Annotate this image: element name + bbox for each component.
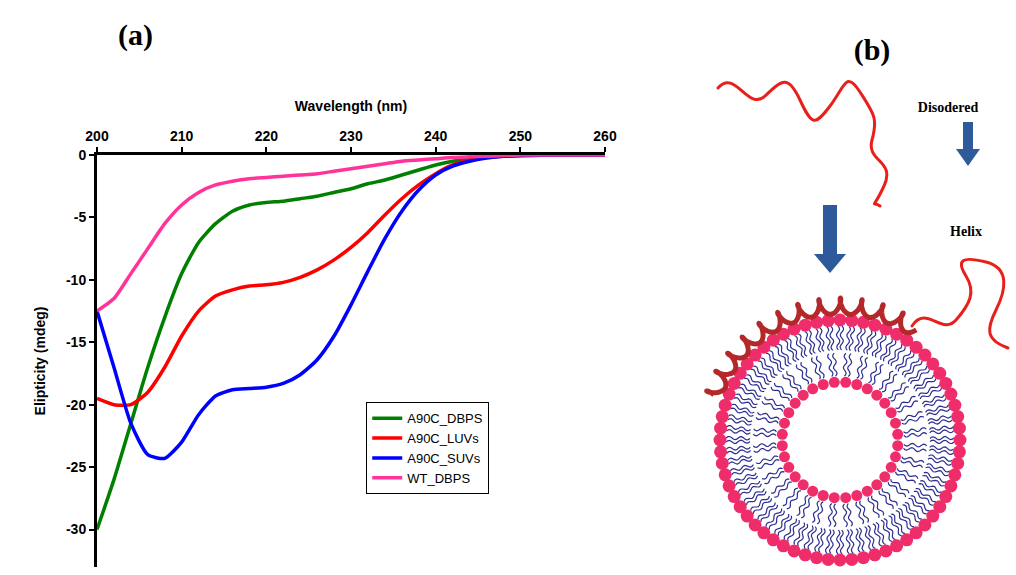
svg-text:A90C_SUVs: A90C_SUVs <box>407 451 480 466</box>
svg-text:210: 210 <box>170 128 194 144</box>
svg-text:220: 220 <box>255 128 279 144</box>
svg-text:240: 240 <box>424 128 448 144</box>
svg-text:-25: -25 <box>66 459 86 475</box>
svg-text:Helix: Helix <box>950 224 982 239</box>
svg-text:-5: -5 <box>74 209 87 225</box>
svg-text:-15: -15 <box>66 334 86 350</box>
svg-text:200: 200 <box>85 128 109 144</box>
svg-text:Wavelength (nm): Wavelength (nm) <box>295 98 407 114</box>
svg-text:-10: -10 <box>66 272 86 288</box>
svg-text:A90C_DBPS: A90C_DBPS <box>407 411 482 426</box>
svg-text:Elipticity (mdeg): Elipticity (mdeg) <box>32 307 48 416</box>
svg-text:250: 250 <box>509 128 533 144</box>
svg-text:0: 0 <box>78 147 86 163</box>
svg-text:Disodered: Disodered <box>918 100 979 115</box>
svg-text:-20: -20 <box>66 397 86 413</box>
svg-text:WT_DBPS: WT_DBPS <box>407 471 470 486</box>
svg-text:-30: -30 <box>66 521 86 537</box>
svg-text:A90C_LUVs: A90C_LUVs <box>407 431 479 446</box>
html-text:(a): (a) <box>118 18 153 51</box>
svg-text:260: 260 <box>593 128 617 144</box>
svg-text:(b): (b) <box>854 33 891 67</box>
svg-text:230: 230 <box>339 128 363 144</box>
